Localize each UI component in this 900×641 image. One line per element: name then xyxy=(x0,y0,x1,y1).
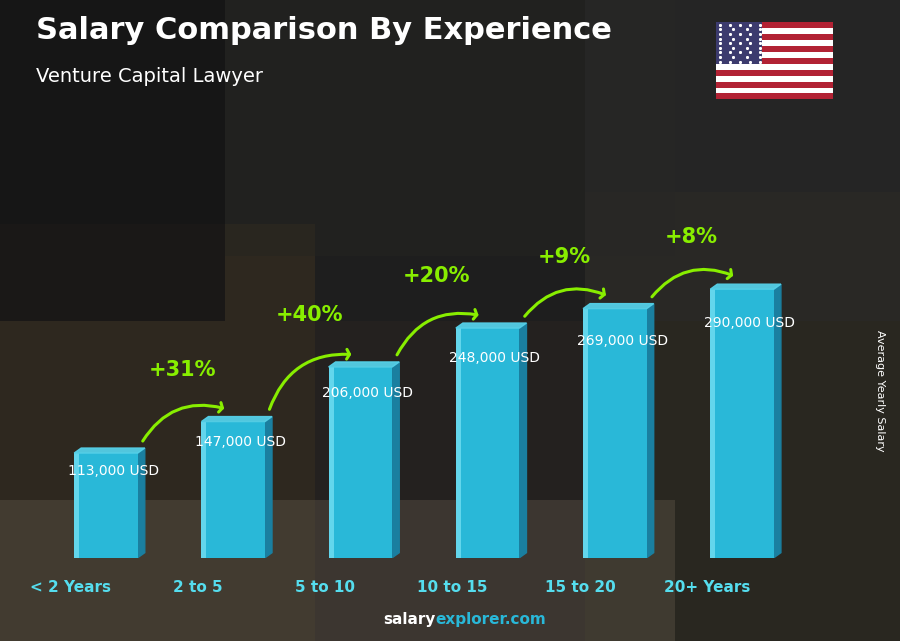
Polygon shape xyxy=(647,304,653,558)
Bar xyxy=(716,34,832,40)
Polygon shape xyxy=(138,448,145,558)
Bar xyxy=(585,0,900,320)
Bar xyxy=(716,94,832,99)
Polygon shape xyxy=(456,323,526,328)
Bar xyxy=(716,52,832,58)
Polygon shape xyxy=(583,308,589,558)
Polygon shape xyxy=(74,453,138,558)
Text: 290,000 USD: 290,000 USD xyxy=(704,316,795,330)
Text: 5 to 10: 5 to 10 xyxy=(295,580,356,595)
Text: +31%: +31% xyxy=(148,360,216,379)
Polygon shape xyxy=(774,284,781,558)
Polygon shape xyxy=(328,362,400,367)
Text: Average Yearly Salary: Average Yearly Salary xyxy=(875,330,886,452)
Text: 113,000 USD: 113,000 USD xyxy=(68,463,159,478)
Text: +8%: +8% xyxy=(665,227,717,247)
Bar xyxy=(0,0,225,320)
Polygon shape xyxy=(74,448,145,453)
Polygon shape xyxy=(583,304,653,308)
Text: +20%: +20% xyxy=(403,266,471,286)
Text: 15 to 20: 15 to 20 xyxy=(544,580,616,595)
Text: salary: salary xyxy=(383,612,436,627)
Text: explorer.com: explorer.com xyxy=(436,612,546,627)
Polygon shape xyxy=(392,362,400,558)
Text: 248,000 USD: 248,000 USD xyxy=(449,351,541,365)
Text: 20+ Years: 20+ Years xyxy=(664,580,751,595)
Polygon shape xyxy=(456,328,461,558)
Bar xyxy=(716,46,832,52)
Bar xyxy=(716,81,832,88)
Text: +9%: +9% xyxy=(537,247,590,267)
Text: 269,000 USD: 269,000 USD xyxy=(577,333,668,347)
Text: Salary Comparison By Experience: Salary Comparison By Experience xyxy=(36,16,612,45)
Text: Venture Capital Lawyer: Venture Capital Lawyer xyxy=(36,67,263,87)
Polygon shape xyxy=(710,284,781,289)
Bar xyxy=(315,320,585,641)
Polygon shape xyxy=(519,323,526,558)
Text: 147,000 USD: 147,000 USD xyxy=(195,435,286,449)
Polygon shape xyxy=(328,367,334,558)
Bar xyxy=(716,40,832,46)
Polygon shape xyxy=(710,289,774,558)
Text: < 2 Years: < 2 Years xyxy=(31,580,112,595)
Bar xyxy=(716,22,832,28)
Polygon shape xyxy=(202,417,272,422)
Polygon shape xyxy=(265,417,272,558)
Bar xyxy=(0,224,315,641)
Bar xyxy=(716,76,832,81)
Bar xyxy=(716,88,832,94)
Bar xyxy=(716,22,762,64)
Text: 2 to 5: 2 to 5 xyxy=(174,580,223,595)
Text: 206,000 USD: 206,000 USD xyxy=(322,386,413,400)
Text: 10 to 15: 10 to 15 xyxy=(418,580,488,595)
Polygon shape xyxy=(328,367,392,558)
Text: +40%: +40% xyxy=(275,305,343,325)
Bar xyxy=(716,64,832,70)
Bar xyxy=(716,70,832,76)
Polygon shape xyxy=(202,422,265,558)
Polygon shape xyxy=(456,328,519,558)
Polygon shape xyxy=(202,422,206,558)
Polygon shape xyxy=(710,289,716,558)
Polygon shape xyxy=(74,453,79,558)
Bar xyxy=(716,28,832,34)
Bar xyxy=(225,0,675,256)
Bar xyxy=(585,192,900,641)
Bar xyxy=(0,500,675,641)
Bar xyxy=(716,58,832,64)
Polygon shape xyxy=(583,308,647,558)
